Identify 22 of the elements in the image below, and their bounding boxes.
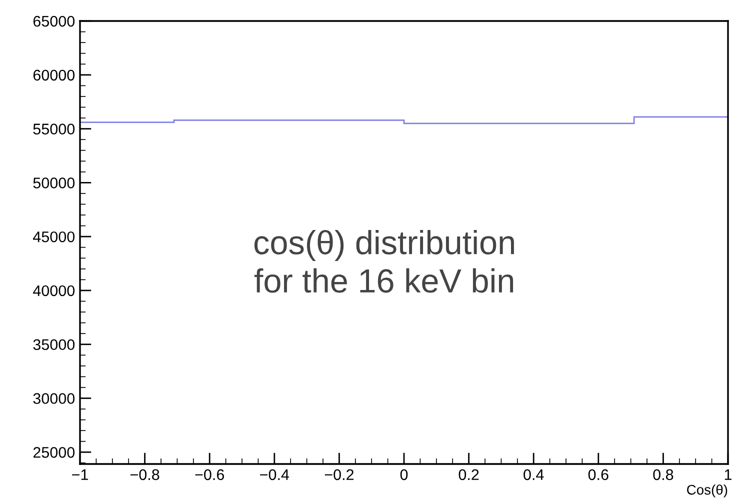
y-tick-label: 60000 — [33, 70, 75, 81]
y-tick-label: 35000 — [33, 339, 75, 350]
y-tick-label: 30000 — [33, 393, 75, 404]
x-tick-label: 0 — [400, 469, 408, 480]
x-tick-label: −0.2 — [324, 469, 354, 480]
x-tick-label: 0.8 — [653, 469, 674, 480]
y-tick-label: 55000 — [33, 124, 75, 134]
x-tick-label: 1 — [724, 469, 732, 480]
x-tick-label: 0.6 — [588, 469, 608, 480]
y-tick-label: 45000 — [33, 231, 75, 242]
x-tick-label: 0.2 — [458, 469, 479, 480]
x-tick-label: −1 — [72, 469, 88, 480]
x-tick-label: −0.6 — [195, 469, 224, 480]
x-axis-title: Cos(θ) — [687, 484, 728, 498]
x-tick-label: 0.4 — [524, 469, 544, 480]
y-tick-label: 25000 — [33, 447, 75, 458]
y-tick-label: 50000 — [33, 178, 75, 188]
y-tick-label: 65000 — [33, 16, 75, 27]
x-tick-label: −0.8 — [130, 469, 160, 480]
y-tick-label: 40000 — [33, 285, 75, 296]
annotation: cos(θ) distribution for the 16 keV bin — [254, 230, 514, 293]
x-tick-label: −0.4 — [260, 469, 290, 480]
